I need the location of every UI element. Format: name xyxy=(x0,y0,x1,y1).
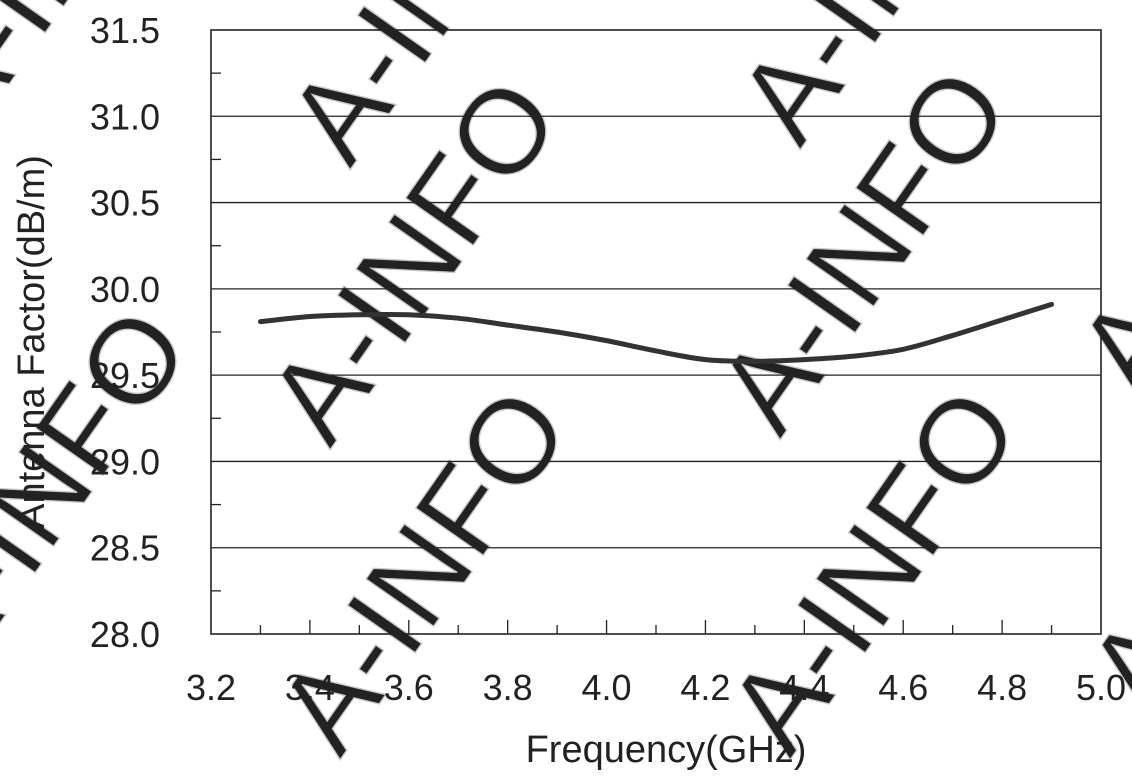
x-tick-label: 4.4 xyxy=(779,667,829,708)
tick-marks xyxy=(211,72,1053,634)
y-tick-label: 31.0 xyxy=(90,96,160,137)
x-tick-labels: 3.2 3.4 3.6 3.8 4.0 4.2 4.4 4.6 4.8 5.0 xyxy=(186,667,1126,708)
y-tick-label: 31.5 xyxy=(90,10,160,51)
x-tick-label: 3.2 xyxy=(186,667,236,708)
plot-frame xyxy=(210,29,1102,635)
watermark-text: A-INFO xyxy=(1052,5,1132,415)
y-tick-label: 30.5 xyxy=(90,183,160,224)
y-axis-label: Antenna Factor(dB/m) xyxy=(11,155,53,529)
y-tick-label: 30.0 xyxy=(90,269,160,310)
x-tick-label: 4.6 xyxy=(878,667,928,708)
x-tick-label: 4.2 xyxy=(680,667,730,708)
x-tick-label: 4.0 xyxy=(582,667,632,708)
series-layer xyxy=(257,301,1055,364)
x-tick-label: 3.4 xyxy=(285,667,335,708)
y-tick-label: 29.0 xyxy=(90,441,160,482)
x-tick-label: 3.6 xyxy=(384,667,434,708)
antenna-factor-series-line xyxy=(257,301,1055,364)
watermark-text: A-INFO xyxy=(702,365,1045,774)
x-tick-label: 5.0 xyxy=(1076,667,1126,708)
y-tick-label: 28.5 xyxy=(90,528,160,569)
grid-lines xyxy=(211,115,1101,549)
y-tick-label: 29.5 xyxy=(90,355,160,396)
x-tick-label: 4.8 xyxy=(977,667,1027,708)
x-axis-label: Frequency(GHz) xyxy=(526,729,807,771)
y-tick-label: 28.0 xyxy=(90,614,160,655)
y-tick-labels: 28.0 28.5 29.0 29.5 30.0 30.5 31.0 31.5 xyxy=(90,10,160,655)
x-tick-label: 3.8 xyxy=(483,667,533,708)
